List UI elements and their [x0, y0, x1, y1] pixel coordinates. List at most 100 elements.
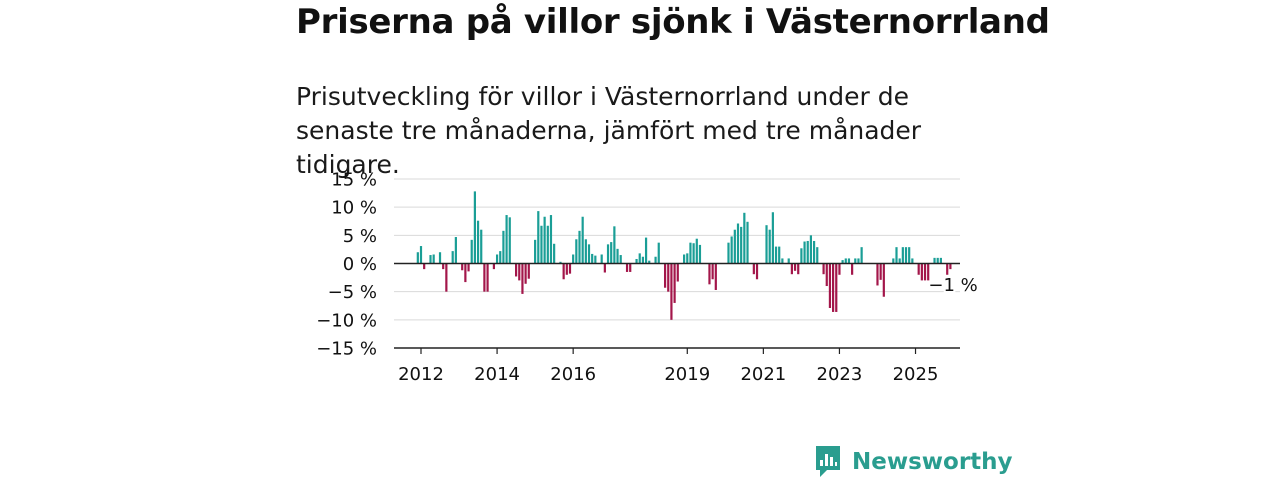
bar — [708, 263, 711, 285]
bar — [613, 226, 616, 264]
bar — [898, 258, 901, 264]
bar — [461, 263, 464, 271]
bar — [683, 254, 686, 264]
bar — [787, 258, 790, 264]
bar — [857, 258, 860, 264]
bar — [641, 256, 644, 264]
y-tick-label: −5 % — [328, 282, 377, 303]
bar — [733, 229, 736, 264]
x-axis-tick-labels: 2012 2014 2016 2019 2021 2023 2025 — [398, 348, 938, 385]
bar — [537, 211, 540, 264]
bar — [521, 263, 524, 294]
bar — [771, 212, 774, 264]
bar — [657, 242, 660, 264]
bar — [828, 263, 832, 308]
bar — [492, 263, 496, 270]
bar — [648, 260, 651, 264]
x-tick-label: 2025 — [893, 364, 939, 385]
bar — [543, 216, 546, 264]
bar — [746, 221, 749, 264]
newsworthy-bar-chart-logo-icon — [816, 446, 840, 477]
bar — [578, 230, 581, 264]
bar — [812, 240, 816, 264]
bar — [508, 217, 511, 264]
axes — [394, 262, 960, 349]
bars — [416, 191, 952, 320]
bar — [854, 258, 857, 264]
x-tick-label: 2016 — [550, 364, 596, 385]
bar — [822, 263, 825, 275]
bar — [445, 263, 448, 292]
bar — [562, 263, 565, 280]
x-tick-label: 2023 — [817, 364, 863, 385]
bar — [581, 216, 584, 264]
bar — [600, 254, 603, 264]
bar — [806, 240, 809, 264]
bar — [644, 237, 648, 264]
bar — [911, 258, 914, 264]
bar-chart: 15 %10 %5 %0 %−5 %−10 %−15 % 2012 2014 201… — [316, 170, 980, 386]
x-tick-label: 2021 — [740, 364, 786, 385]
bar — [480, 229, 483, 264]
bar — [882, 263, 885, 297]
bar — [743, 212, 746, 264]
bar — [835, 263, 838, 312]
bar — [546, 225, 549, 264]
bar — [499, 251, 502, 264]
bar — [619, 255, 622, 264]
bar — [939, 257, 942, 264]
bar — [838, 263, 841, 275]
bar — [502, 230, 505, 264]
bar — [559, 261, 562, 264]
bar — [768, 229, 771, 264]
bar — [416, 252, 419, 264]
bar — [629, 263, 632, 272]
bar — [451, 251, 454, 264]
bar — [711, 263, 714, 280]
bar — [844, 258, 847, 264]
y-axis-tick-labels: 15 % 10 % 5 % 0 % −5 % −10 % −15 % — [316, 170, 377, 360]
bar — [572, 254, 575, 264]
annotations: −1 % — [926, 273, 979, 298]
bar — [673, 263, 676, 303]
bar — [920, 263, 923, 281]
bar — [587, 244, 591, 264]
bar — [454, 237, 457, 264]
bar — [473, 191, 476, 264]
bar — [946, 263, 949, 275]
brand-name: Newsworthy — [852, 449, 1013, 475]
y-tick-label: −10 % — [316, 310, 377, 331]
bar — [740, 226, 743, 264]
bar — [670, 263, 673, 320]
bar — [515, 263, 518, 277]
bar — [540, 225, 543, 264]
bar — [667, 263, 670, 292]
y-tick-label: 15 % — [331, 170, 377, 191]
bar — [584, 239, 587, 264]
y-tick-label: 0 % — [343, 254, 377, 275]
bar — [549, 215, 553, 264]
bar — [847, 258, 851, 264]
bar — [419, 246, 423, 264]
bar — [432, 254, 435, 264]
bar — [635, 258, 638, 264]
bar — [495, 254, 499, 264]
bar — [803, 241, 806, 264]
bar — [654, 256, 657, 264]
bar — [568, 263, 572, 274]
bar — [534, 239, 537, 264]
y-tick-label: 10 % — [331, 198, 377, 219]
bar — [927, 263, 930, 281]
bar — [790, 263, 793, 275]
bar — [476, 220, 480, 264]
bar — [936, 257, 939, 264]
bar — [638, 253, 641, 264]
bar — [438, 252, 442, 264]
chart-title: Priserna på villor sjönk i Västernorrlan… — [296, 2, 1050, 42]
bar — [429, 255, 432, 264]
bar — [832, 263, 835, 312]
bar — [686, 253, 689, 264]
bar — [841, 260, 844, 264]
bar — [518, 263, 521, 281]
bar — [876, 263, 879, 286]
